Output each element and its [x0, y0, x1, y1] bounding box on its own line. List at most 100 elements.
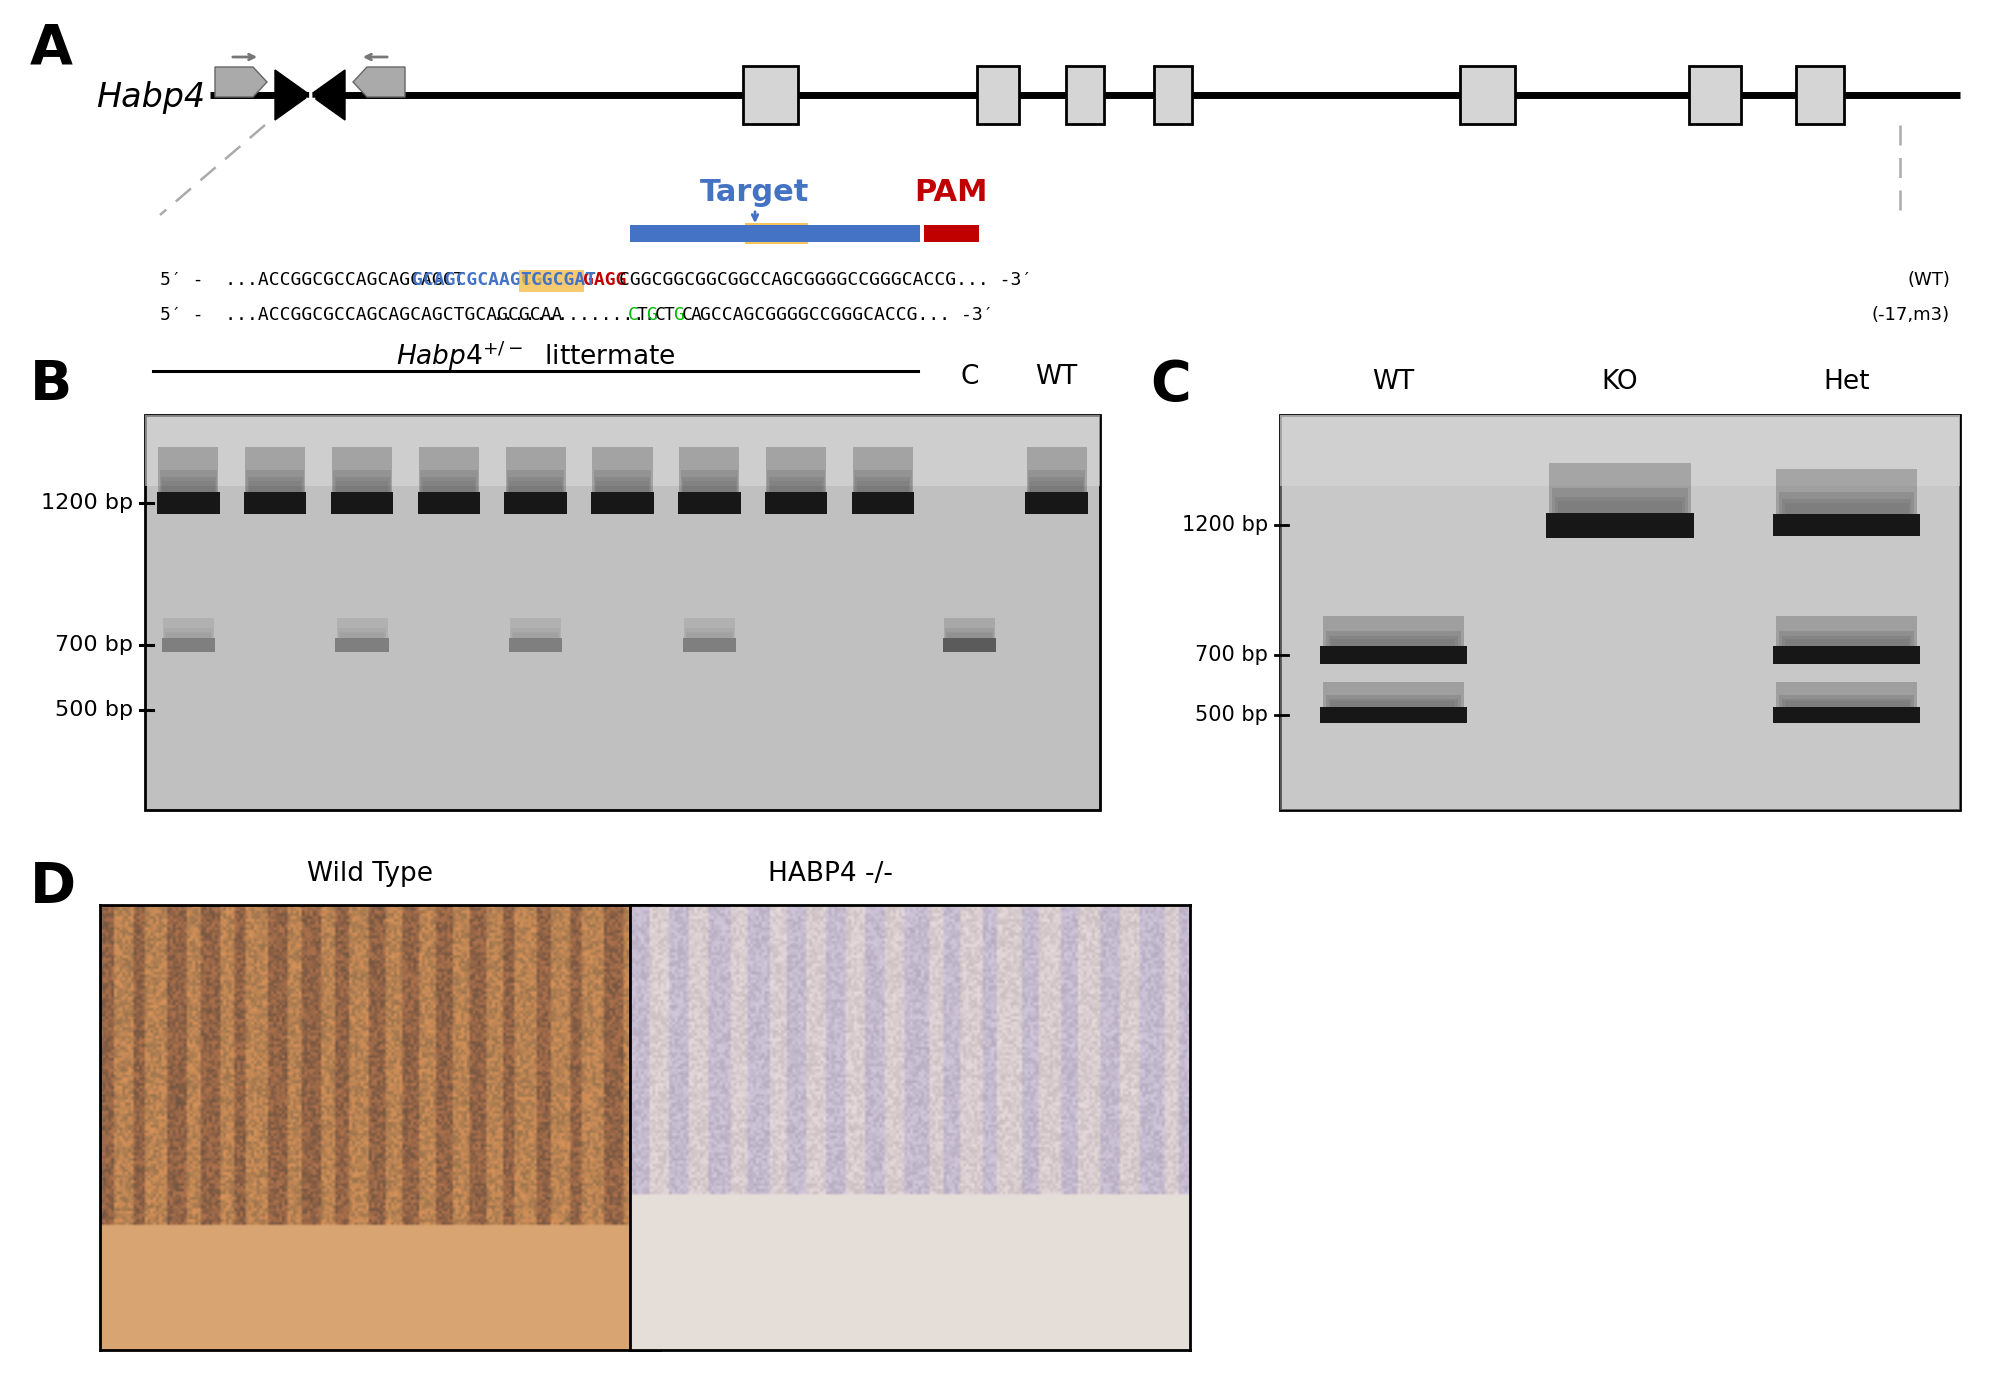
Text: T: T — [636, 306, 648, 324]
Polygon shape — [352, 66, 404, 97]
Text: WT: WT — [1036, 364, 1078, 390]
Bar — [852, 447, 912, 492]
Text: C: C — [1150, 358, 1190, 412]
Bar — [510, 481, 562, 492]
Bar — [684, 628, 734, 638]
Text: 700 bp: 700 bp — [1196, 644, 1268, 665]
Bar — [510, 638, 562, 651]
Bar — [1026, 492, 1088, 514]
Text: G: G — [646, 306, 656, 324]
Bar — [504, 492, 566, 514]
Bar — [1326, 631, 1462, 646]
Bar — [1552, 487, 1688, 513]
Bar — [768, 477, 824, 492]
Bar — [946, 628, 994, 638]
Bar — [420, 470, 478, 492]
Bar — [330, 492, 394, 514]
Text: (-17,m3): (-17,m3) — [1872, 306, 1950, 324]
Bar — [422, 477, 476, 492]
Bar — [1784, 701, 1908, 707]
Bar — [1322, 615, 1464, 646]
Bar — [1782, 636, 1912, 646]
Bar — [1776, 615, 1918, 646]
Bar — [596, 481, 648, 492]
Bar — [246, 447, 306, 492]
Text: KO: KO — [1602, 369, 1638, 396]
Text: Target: Target — [700, 178, 810, 207]
Text: G: G — [672, 306, 684, 324]
Bar — [1784, 503, 1908, 514]
Bar — [1778, 492, 1914, 514]
Bar — [334, 477, 390, 492]
Bar — [162, 618, 214, 638]
Bar — [1460, 66, 1516, 124]
Polygon shape — [216, 66, 268, 97]
Polygon shape — [276, 71, 310, 120]
Text: D: D — [30, 860, 76, 914]
Bar — [976, 66, 1018, 124]
Text: GAGG: GAGG — [584, 271, 626, 289]
Bar — [1550, 462, 1690, 513]
Text: 1: 1 — [304, 86, 316, 104]
Bar — [1280, 415, 1960, 810]
Bar — [1546, 513, 1694, 538]
Bar — [506, 470, 564, 492]
Bar — [144, 415, 1100, 485]
Bar — [1026, 447, 1086, 492]
Bar — [682, 638, 736, 651]
Bar — [510, 618, 562, 638]
Bar — [166, 633, 210, 638]
Bar — [770, 481, 822, 492]
Text: T: T — [664, 306, 674, 324]
Bar — [164, 628, 212, 638]
Text: C: C — [628, 306, 638, 324]
Bar — [162, 638, 214, 651]
Bar — [336, 618, 388, 638]
Bar — [1782, 499, 1912, 514]
Bar — [594, 477, 650, 492]
Text: HABP4 -/-: HABP4 -/- — [768, 862, 892, 887]
Bar — [1776, 682, 1918, 707]
Text: Wild Type: Wild Type — [308, 862, 432, 887]
Bar — [248, 477, 302, 492]
Bar — [160, 470, 218, 492]
Bar — [854, 470, 912, 492]
Bar — [946, 632, 994, 638]
Bar — [742, 66, 798, 124]
Bar — [1028, 470, 1086, 492]
Bar — [768, 470, 824, 492]
Text: 500 bp: 500 bp — [1196, 705, 1268, 725]
Bar — [1772, 646, 1920, 664]
Bar — [630, 225, 920, 242]
Bar — [1328, 698, 1458, 707]
Bar — [338, 632, 386, 638]
Bar — [1776, 469, 1918, 514]
Bar — [688, 633, 732, 638]
Bar — [684, 481, 736, 492]
Text: (WT): (WT) — [1908, 271, 1950, 289]
Text: 500 bp: 500 bp — [54, 700, 132, 721]
Bar — [856, 477, 910, 492]
Bar — [508, 477, 564, 492]
Text: GCAGCGCAAGCG: GCAGCGCAAGCG — [412, 271, 542, 289]
Bar — [680, 470, 738, 492]
Bar — [678, 492, 740, 514]
Text: B: B — [30, 358, 72, 412]
Bar — [158, 447, 218, 492]
Bar — [594, 470, 652, 492]
Bar — [856, 481, 910, 492]
Bar — [1556, 496, 1684, 513]
Text: WT: WT — [1372, 369, 1414, 396]
Text: A: A — [692, 306, 702, 324]
Bar — [1784, 639, 1908, 646]
Bar — [248, 481, 302, 492]
Bar — [246, 470, 304, 492]
Bar — [1154, 66, 1192, 124]
Bar — [160, 477, 216, 492]
Bar — [1030, 481, 1082, 492]
Bar — [592, 492, 654, 514]
Bar — [1280, 415, 1960, 810]
Bar — [512, 632, 560, 638]
Bar — [944, 618, 996, 638]
Bar — [924, 225, 980, 242]
